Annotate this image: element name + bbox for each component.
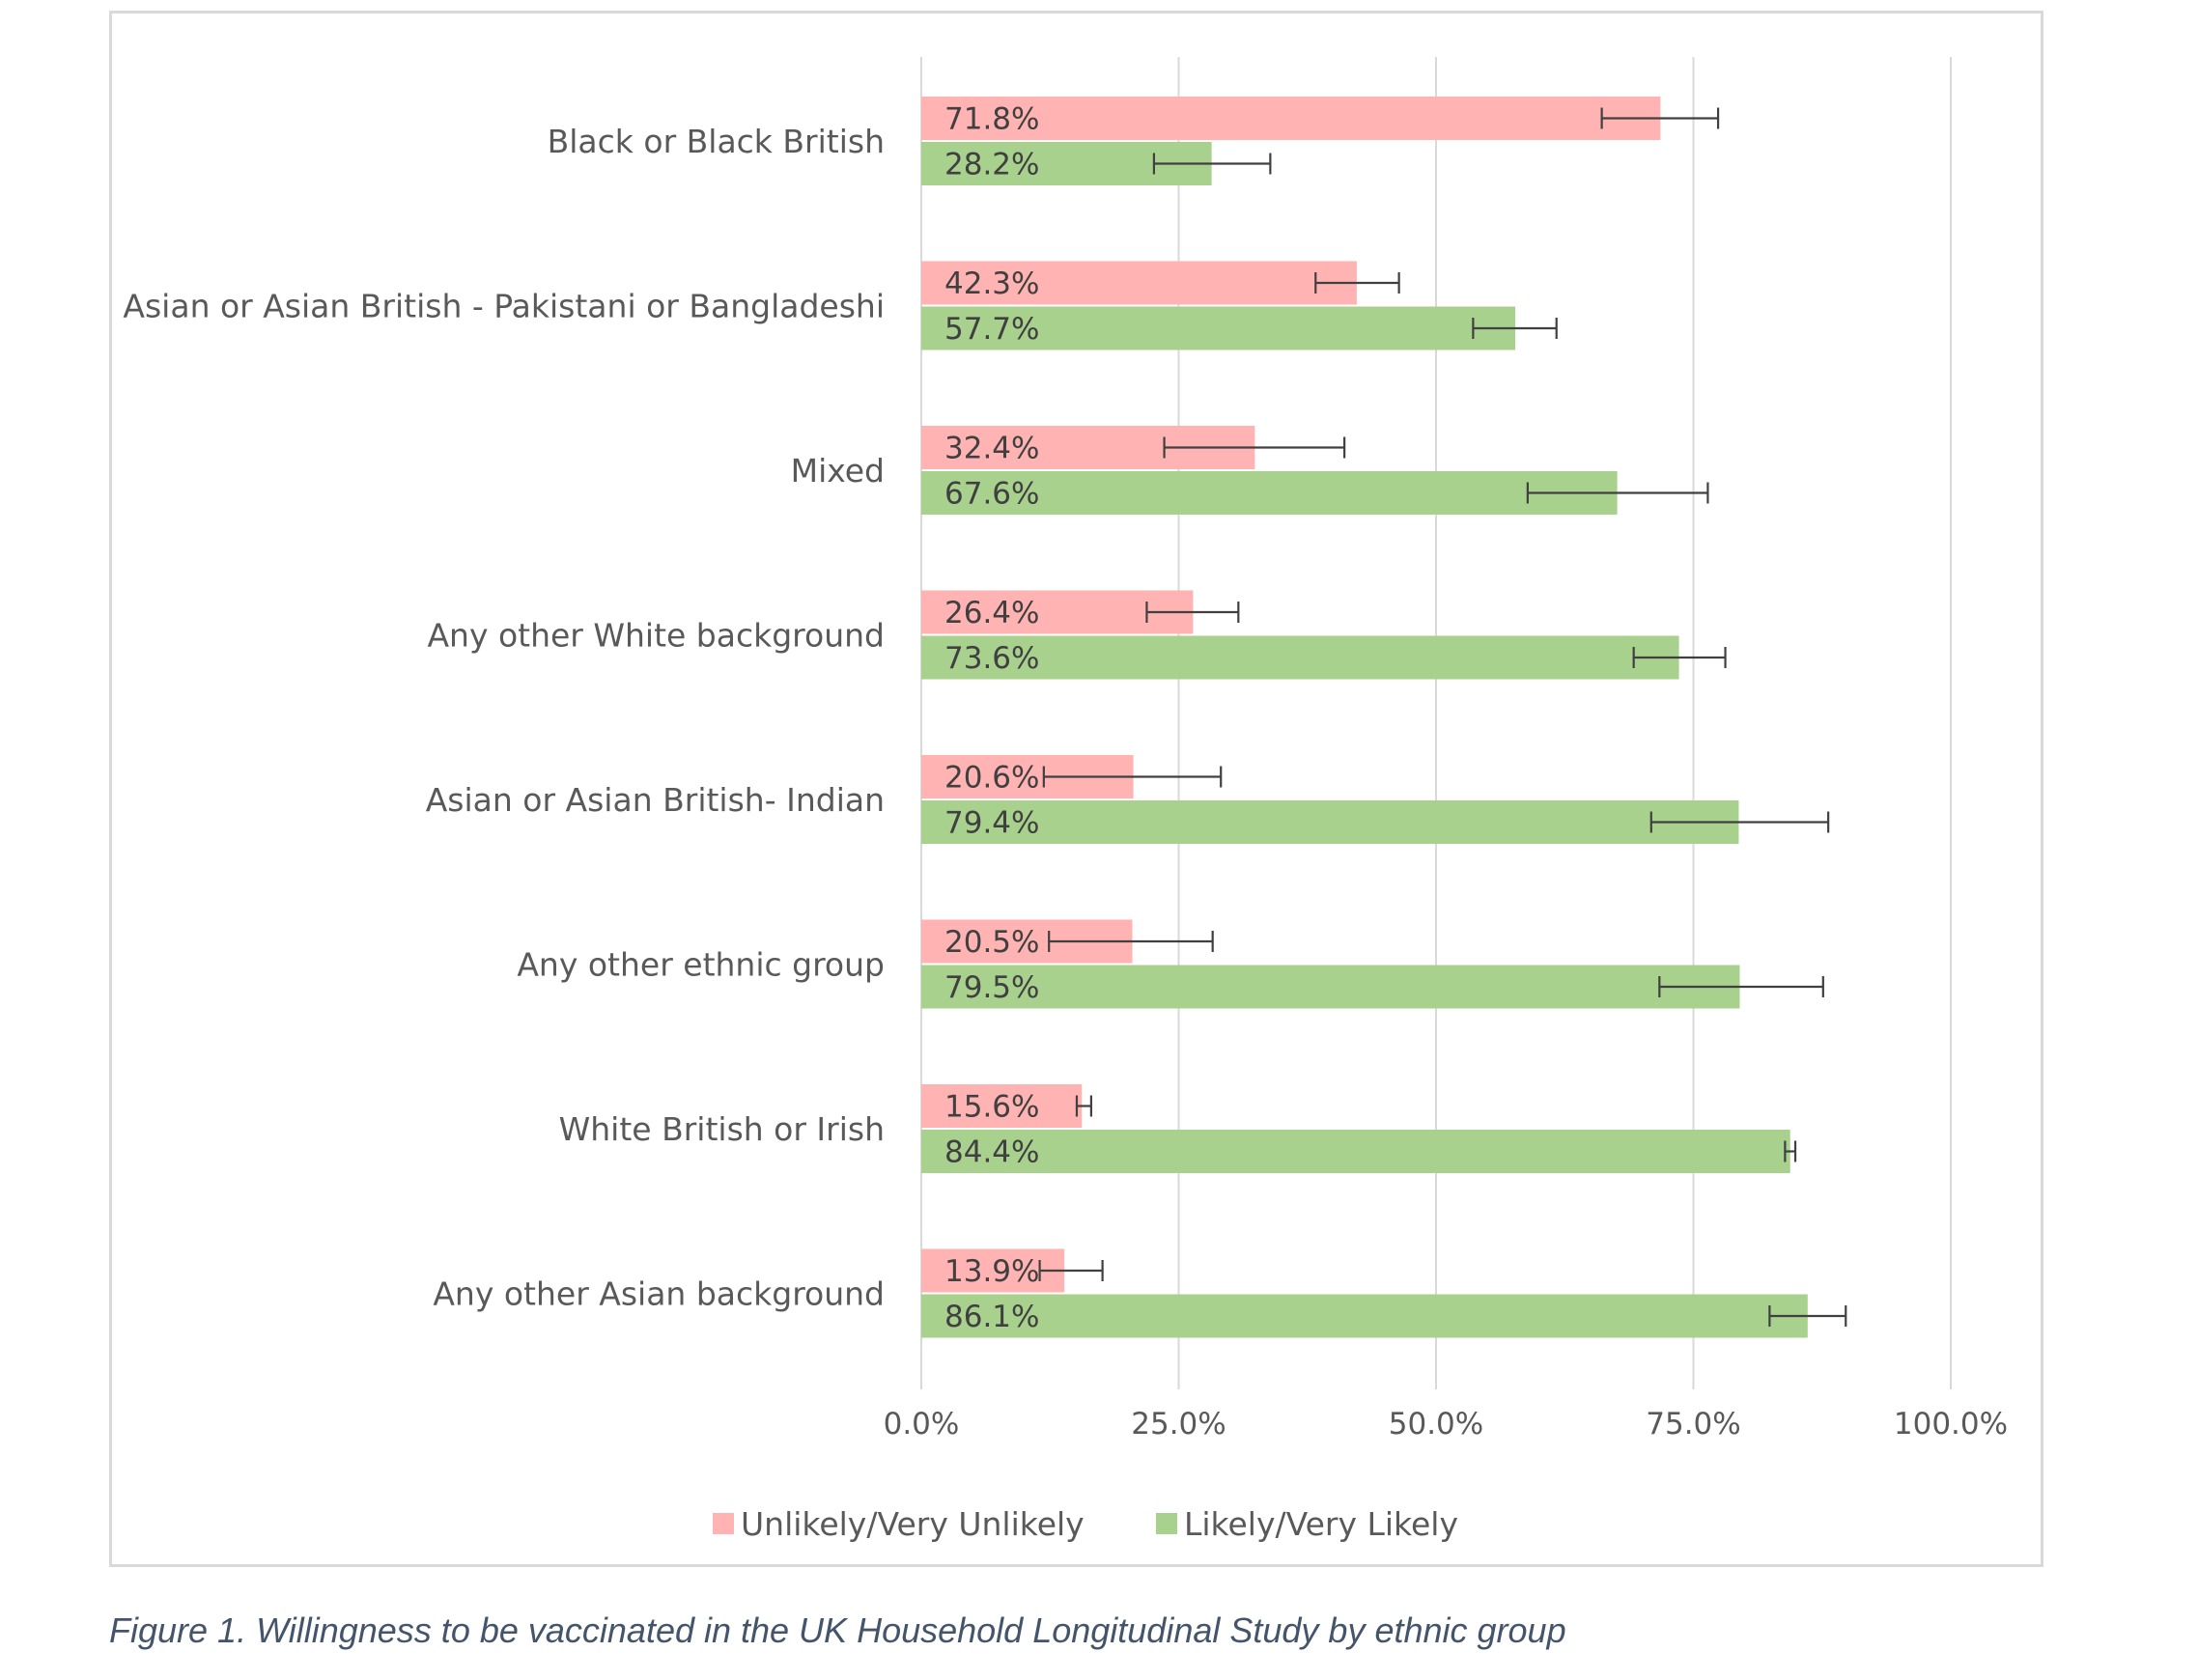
- error-bar-likely-very-likely-black-or-black-british: [1152, 153, 1272, 175]
- x-tick-label-3: 75.0%: [1646, 1407, 1740, 1442]
- data-labels: 71.8% 28.2% 42.3% 57.7% 32.4% 67.6% 26.4% 73.6%…: [944, 102, 1039, 1335]
- bar-chart: 71.8% 28.2% 42.3% 57.7% 32.4% 67.6% 26.4% 73.6%…: [123, 57, 2008, 1543]
- data-label-unlikely-very-unlikely-any-other-white-background: 26.4%: [944, 596, 1039, 630]
- gridlines: [920, 57, 1952, 1389]
- error-bar-unlikely-very-unlikely-mixed: [1163, 436, 1346, 459]
- legend: Unlikely/Very Unlikely Likely/Very Likely: [713, 1505, 1458, 1543]
- category-label-mixed: Mixed: [791, 452, 885, 490]
- data-label-likely-very-likely-mixed: 67.6%: [944, 477, 1039, 512]
- category-label-any-other-white-background: Any other White background: [427, 617, 885, 655]
- data-label-unlikely-very-unlikely-any-other-ethnic-group: 20.5%: [944, 925, 1039, 960]
- x-tick-label-1: 25.0%: [1131, 1407, 1226, 1442]
- x-tick-label-0: 0.0%: [884, 1407, 960, 1442]
- category-labels: Black or Black British Asian or Asian Bri…: [123, 123, 885, 1313]
- error-bar-likely-very-likely-white-british-or-irish: [1784, 1140, 1797, 1162]
- data-label-unlikely-very-unlikely-asian-or-asian-british-indian: 20.6%: [944, 761, 1039, 796]
- legend-swatch-likely-very-likely: [1156, 1513, 1177, 1534]
- x-axis-tick-labels: 0.0% 25.0% 50.0% 75.0% 100.0%: [884, 1407, 2008, 1442]
- error-bar-likely-very-likely-mixed: [1526, 482, 1709, 504]
- data-label-unlikely-very-unlikely-mixed: 32.4%: [944, 432, 1039, 466]
- figure-caption: Figure 1. Willingness to be vaccinated i…: [109, 1610, 1566, 1650]
- data-label-likely-very-likely-white-british-or-irish: 84.4%: [944, 1135, 1039, 1170]
- category-label-any-other-ethnic-group: Any other ethnic group: [517, 946, 885, 984]
- category-label-asian-or-asian-british-pakistani-or-bangladeshi: Asian or Asian British - Pakistani or Ba…: [123, 288, 885, 325]
- data-label-unlikely-very-unlikely-white-british-or-irish: 15.6%: [944, 1090, 1039, 1125]
- data-label-unlikely-very-unlikely-any-other-asian-background: 13.9%: [944, 1254, 1039, 1289]
- legend-item-likely-very-likely: Likely/Very Likely: [1156, 1505, 1458, 1543]
- category-label-white-british-or-irish: White British or Irish: [559, 1110, 885, 1148]
- x-tick-label-4: 100.0%: [1894, 1407, 2008, 1442]
- error-bar-likely-very-likely-any-other-ethnic-group: [1658, 976, 1824, 997]
- bar-likely-very-likely-white-british-or-irish: [921, 1130, 1790, 1173]
- error-bar-unlikely-very-unlikely-asian-or-asian-british-indian: [1042, 766, 1223, 788]
- category-label-any-other-asian-background: Any other Asian background: [433, 1275, 885, 1313]
- error-bar-unlikely-very-unlikely-any-other-asian-background: [1038, 1260, 1104, 1281]
- legend-swatch-unlikely-very-unlikely: [713, 1513, 734, 1534]
- data-label-likely-very-likely-asian-or-asian-british-indian: 79.4%: [944, 806, 1039, 841]
- bars: [921, 97, 1808, 1338]
- data-label-unlikely-very-unlikely-black-or-black-british: 71.8%: [944, 102, 1039, 137]
- legend-label-unlikely-very-unlikely: Unlikely/Very Unlikely: [741, 1505, 1085, 1543]
- error-bar-likely-very-likely-any-other-asian-background: [1768, 1305, 1847, 1327]
- error-bar-unlikely-very-unlikely-asian-or-asian-british-pakistani-or-bangladeshi: [1314, 272, 1400, 294]
- category-label-asian-or-asian-british-indian: Asian or Asian British- Indian: [426, 781, 885, 819]
- error-bar-likely-very-likely-any-other-white-background: [1632, 647, 1727, 668]
- data-label-likely-very-likely-any-other-asian-background: 86.1%: [944, 1300, 1039, 1334]
- bar-likely-very-likely-any-other-white-background: [921, 635, 1679, 680]
- error-bar-likely-very-likely-asian-or-asian-british-indian: [1649, 811, 1830, 833]
- bar-unlikely-very-unlikely-black-or-black-british: [921, 97, 1661, 140]
- bar-likely-very-likely-asian-or-asian-british-pakistani-or-bangladeshi: [921, 306, 1516, 350]
- data-label-likely-very-likely-asian-or-asian-british-pakistani-or-bangladeshi: 57.7%: [944, 312, 1039, 347]
- bar-likely-very-likely-mixed: [921, 471, 1618, 515]
- category-label-black-or-black-british: Black or Black British: [548, 123, 885, 160]
- data-label-likely-very-likely-any-other-ethnic-group: 79.5%: [944, 970, 1039, 1005]
- data-label-likely-very-likely-any-other-white-background: 73.6%: [944, 641, 1039, 676]
- bar-likely-very-likely-asian-or-asian-british-indian: [921, 800, 1739, 844]
- bar-unlikely-very-unlikely-white-british-or-irish: [921, 1084, 1083, 1128]
- data-label-unlikely-very-unlikely-asian-or-asian-british-pakistani-or-bangladeshi: 42.3%: [944, 266, 1039, 301]
- error-bar-unlikely-very-unlikely-white-british-or-irish: [1075, 1095, 1092, 1117]
- error-bars: [1038, 107, 1847, 1327]
- error-bar-likely-very-likely-asian-or-asian-british-pakistani-or-bangladeshi: [1472, 318, 1558, 339]
- x-tick-label-2: 50.0%: [1389, 1407, 1483, 1442]
- legend-label-likely-very-likely: Likely/Very Likely: [1184, 1505, 1458, 1543]
- data-label-likely-very-likely-black-or-black-british: 28.2%: [944, 148, 1039, 182]
- legend-item-unlikely-very-unlikely: Unlikely/Very Unlikely: [713, 1505, 1085, 1543]
- error-bar-unlikely-very-unlikely-any-other-white-background: [1145, 602, 1240, 623]
- error-bar-unlikely-very-unlikely-black-or-black-british: [1600, 107, 1720, 129]
- error-bar-unlikely-very-unlikely-any-other-ethnic-group: [1048, 931, 1214, 952]
- bar-likely-very-likely-any-other-asian-background: [921, 1294, 1808, 1338]
- bar-unlikely-very-unlikely-asian-or-asian-british-pakistani-or-bangladeshi: [921, 261, 1357, 305]
- bar-likely-very-likely-any-other-ethnic-group: [921, 965, 1740, 1009]
- chart-frame: 71.8% 28.2% 42.3% 57.7% 32.4% 67.6% 26.4% 73.6%…: [109, 11, 2043, 1567]
